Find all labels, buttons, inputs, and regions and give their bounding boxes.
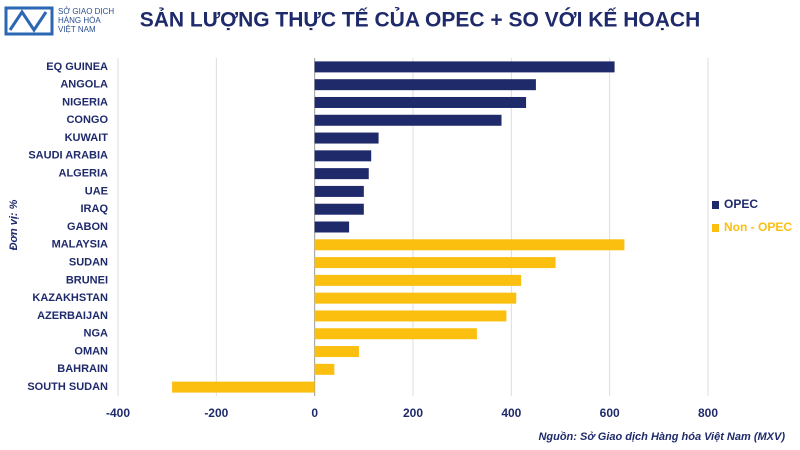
bar bbox=[314, 310, 507, 322]
logo-text: SỞ GIAO DỊCH bbox=[58, 7, 114, 16]
y-tick-label: UAE bbox=[85, 185, 108, 197]
legend-swatch bbox=[712, 224, 719, 232]
logo-mark bbox=[8, 9, 48, 33]
x-tick-label: 400 bbox=[501, 406, 521, 420]
bar bbox=[314, 274, 522, 286]
bar bbox=[314, 150, 372, 162]
y-tick-label: NGA bbox=[84, 328, 109, 340]
logo-text: HÀNG HÓA bbox=[58, 16, 101, 25]
bar bbox=[172, 381, 315, 393]
y-tick-label: SOUTH SUDAN bbox=[27, 381, 108, 393]
logo-text: VIỆT NAM bbox=[58, 25, 96, 34]
y-tick-label: MALAYSIA bbox=[52, 239, 108, 251]
y-tick-label: SUDAN bbox=[69, 256, 108, 268]
logo-frame bbox=[4, 6, 54, 36]
bar bbox=[314, 185, 364, 197]
bar bbox=[314, 346, 359, 358]
bar bbox=[314, 168, 369, 180]
bar bbox=[314, 203, 364, 215]
y-tick-label: ANGOLA bbox=[60, 79, 108, 91]
y-tick-label: BRUNEI bbox=[66, 274, 108, 286]
y-tick-label: NIGERIA bbox=[62, 96, 108, 108]
x-tick-label: 0 bbox=[311, 406, 318, 420]
bar bbox=[314, 114, 502, 126]
bar bbox=[314, 132, 379, 144]
chart-title: SẢN LƯỢNG THỰC TẾ CỦA OPEC + SO VỚI KẾ H… bbox=[140, 8, 701, 32]
x-tick-label: -400 bbox=[106, 406, 130, 420]
bar bbox=[314, 292, 517, 304]
x-tick-label: 600 bbox=[600, 406, 620, 420]
bar bbox=[314, 363, 335, 375]
y-tick-label: GABON bbox=[67, 221, 108, 233]
y-tick-label: KUWAIT bbox=[65, 132, 109, 144]
y-tick-label: OMAN bbox=[74, 345, 108, 357]
legend-label: OPEC bbox=[724, 197, 758, 211]
y-tick-label: AZERBAIJAN bbox=[37, 310, 108, 322]
bar bbox=[314, 79, 536, 91]
x-tick-label: 800 bbox=[698, 406, 718, 420]
bar bbox=[314, 96, 527, 108]
y-tick-label: BAHRAIN bbox=[57, 363, 108, 375]
y-tick-label: IRAQ bbox=[81, 203, 109, 215]
source: Nguồn: Sở Giao dịch Hàng hóa Việt Nam (M… bbox=[538, 431, 785, 443]
logo: SỞ GIAO DỊCH HÀNG HÓA VIỆT NAM bbox=[4, 6, 114, 36]
y-axis-label: Đơn vị: % bbox=[8, 199, 20, 250]
bar bbox=[314, 328, 477, 340]
x-tick-label: -200 bbox=[204, 406, 228, 420]
legend-label: Non - OPEC bbox=[724, 220, 792, 234]
y-tick-label: EQ GUINEA bbox=[46, 61, 108, 73]
y-tick-label: SAUDI ARABIA bbox=[28, 150, 108, 162]
bar bbox=[314, 61, 615, 73]
y-tick-label: CONGO bbox=[66, 114, 108, 126]
x-tick-label: 200 bbox=[403, 406, 423, 420]
y-tick-label: ALGERIA bbox=[59, 168, 109, 180]
bar bbox=[314, 257, 556, 269]
y-tick-label: KAZAKHSTAN bbox=[32, 292, 108, 304]
bar bbox=[314, 221, 350, 233]
legend-swatch bbox=[712, 201, 719, 209]
bar bbox=[314, 239, 625, 251]
